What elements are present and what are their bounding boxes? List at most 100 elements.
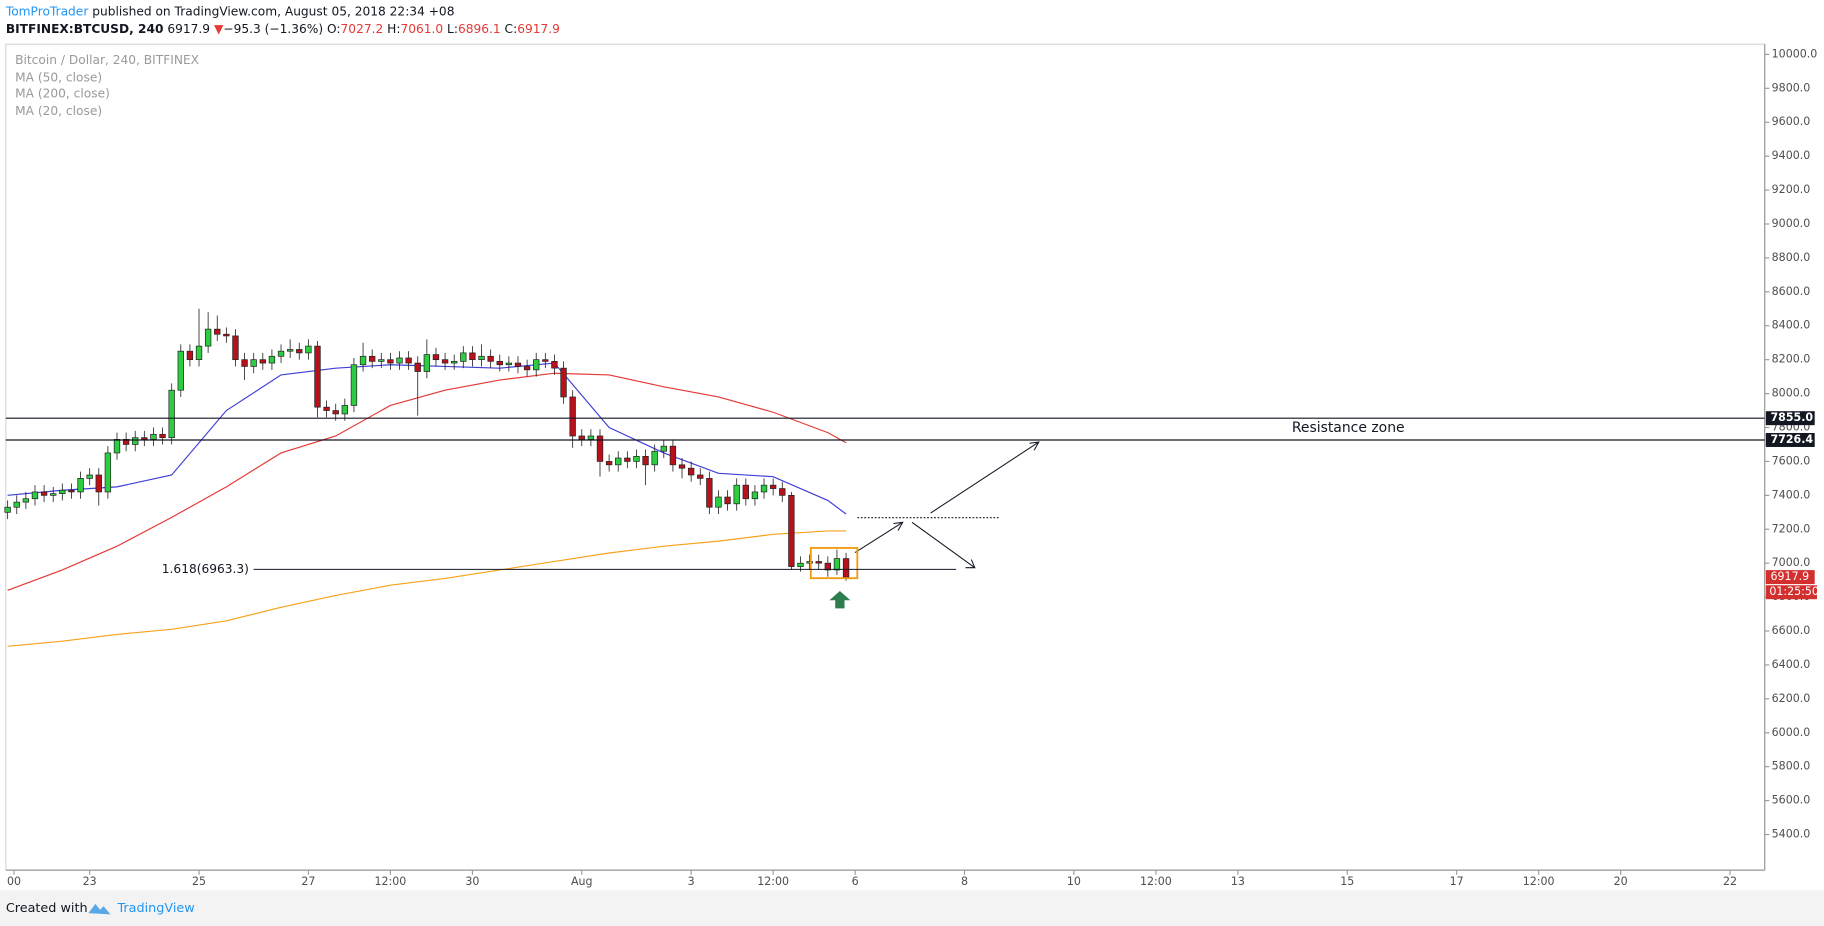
- candle-body: [669, 445, 677, 466]
- arrow: ▼: [214, 22, 224, 36]
- candle-body: [751, 491, 759, 500]
- candle-body: [232, 335, 239, 361]
- x-tick-label: 17: [1450, 875, 1464, 888]
- price-tag-label: 7855.0: [1770, 411, 1813, 424]
- countdown-label: 01:25:50: [1769, 585, 1819, 598]
- last: 6917.9: [167, 22, 210, 36]
- candle-body: [387, 359, 394, 364]
- x-tick-label: 30: [465, 875, 479, 888]
- candle-body: [4, 506, 11, 513]
- candle-body: [414, 362, 421, 372]
- x-tick-label: 12:00: [757, 875, 789, 888]
- y-tick-label: 7600.0: [1772, 454, 1811, 467]
- y-tick-label: 9000.0: [1772, 217, 1811, 230]
- annotation: Resistance zone: [1292, 420, 1405, 436]
- candle-body: [368, 355, 376, 362]
- y-tick-label: 9600.0: [1772, 115, 1811, 128]
- brand-link[interactable]: TradingView: [116, 901, 194, 916]
- x-tick-label: Aug: [571, 875, 593, 888]
- published: published on TradingView.com, August 05,…: [92, 4, 454, 18]
- candle-body: [159, 433, 166, 439]
- candle-body: [724, 496, 731, 505]
- candle-body: [77, 478, 84, 493]
- candle-body: [769, 484, 777, 489]
- candle-body: [651, 450, 658, 466]
- candle-body: [432, 354, 440, 361]
- last-price-label: 6917.9: [1770, 570, 1809, 583]
- candle-body: [423, 354, 431, 372]
- x-tick-label: 00: [7, 875, 21, 888]
- candle-body: [797, 562, 804, 567]
- x-tick-label: 8: [961, 875, 968, 888]
- y-tick-label: 6000.0: [1772, 726, 1811, 739]
- ma-line: [7, 372, 847, 591]
- header-line: TomProTrader published on TradingView.co…: [5, 4, 455, 18]
- candle-body: [314, 345, 321, 408]
- y-tick-label: 9400.0: [1772, 149, 1811, 162]
- candle-body: [132, 437, 139, 445]
- candle-body: [487, 355, 494, 362]
- candle-body: [141, 437, 148, 440]
- x-tick-label: 20: [1614, 875, 1628, 888]
- x-tick-label: 23: [83, 875, 97, 888]
- candle-body: [441, 359, 449, 364]
- y-tick-label: 8400.0: [1772, 319, 1811, 332]
- candle-body: [332, 410, 339, 415]
- arrow-head: [1029, 441, 1040, 451]
- y-tick-label: 7400.0: [1772, 488, 1811, 501]
- plot: [4, 308, 850, 647]
- candle-body: [204, 328, 212, 347]
- price-tag: [1765, 411, 1815, 426]
- candle-body: [40, 491, 48, 496]
- y-tick-label: 5400.0: [1772, 828, 1811, 841]
- candle-body: [214, 328, 221, 335]
- author[interactable]: TomProTrader: [5, 4, 90, 18]
- candle-body: [359, 355, 367, 366]
- candle-body: [624, 457, 631, 462]
- candle-body: [223, 333, 230, 337]
- candle-body: [678, 464, 686, 469]
- candle-body: [241, 359, 248, 367]
- symbol: BITFINEX:BTCUSD, 240: [6, 22, 164, 36]
- y-tick-label: 5600.0: [1772, 794, 1811, 807]
- ohlc-key: O:: [327, 22, 341, 36]
- change: −95.3 (−1.36%): [223, 22, 323, 36]
- x-tick-label: 22: [1723, 875, 1737, 888]
- arrow: [911, 521, 976, 569]
- candle-body: [460, 352, 467, 362]
- candle-body: [50, 493, 57, 496]
- y-tick-label: 6600.0: [1772, 624, 1811, 637]
- legend-entry: MA (50, close): [15, 70, 102, 84]
- y-tick-label: 10000.0: [1772, 47, 1818, 60]
- arrow: [930, 441, 1040, 514]
- candle-body: [150, 433, 157, 440]
- arrow: [854, 521, 903, 554]
- candle-body: [505, 362, 513, 366]
- x-tick-label: 6: [852, 875, 859, 888]
- brand-logo[interactable]: [88, 903, 111, 915]
- ohlc-value: 6896.1: [458, 22, 501, 36]
- candle-body: [31, 491, 39, 500]
- price-tag: [1765, 433, 1815, 447]
- candle-body: [587, 435, 595, 440]
- candle-body: [615, 457, 622, 466]
- candle-body: [733, 484, 740, 505]
- countdown-tag: [1765, 585, 1818, 600]
- candle-body: [687, 467, 695, 476]
- x-tick-label: 10: [1067, 875, 1081, 888]
- candle-body: [268, 355, 276, 364]
- ohlc-value: 7027.2: [341, 22, 384, 36]
- candle-body: [259, 359, 266, 364]
- candle-body: [478, 355, 485, 361]
- candle-body: [323, 406, 330, 411]
- candle-body: [660, 445, 667, 452]
- quote-line: BITFINEX:BTCUSD, 240 6917.9 ▼−95.3 (−1.3…: [6, 22, 560, 36]
- legend-entry: MA (20, close): [15, 104, 102, 118]
- candle-body: [286, 349, 294, 352]
- candle-body: [13, 501, 20, 508]
- ma-line: [7, 530, 847, 647]
- y-tick-label: 7000.0: [1772, 556, 1811, 569]
- last-price-tag: [1765, 570, 1815, 585]
